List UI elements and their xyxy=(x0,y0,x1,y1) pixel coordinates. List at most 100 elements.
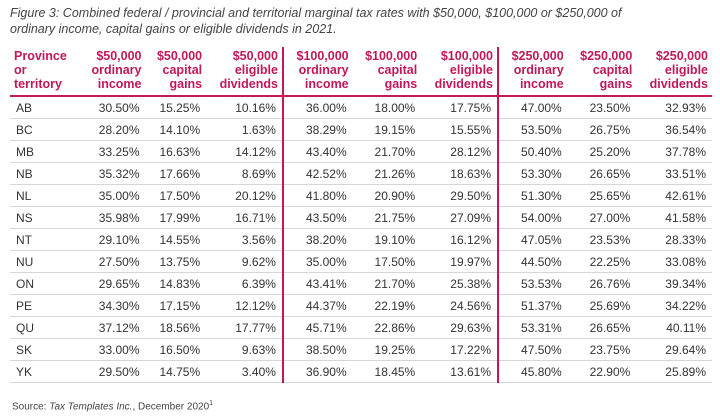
rate-cell: 38.50% xyxy=(281,338,353,361)
rate-cell: 15.25% xyxy=(145,96,207,119)
rate-cell: 16.71% xyxy=(206,206,283,229)
rate-cell: 19.25% xyxy=(352,338,422,361)
rate-cell: 53.30% xyxy=(497,162,568,185)
caption-line: Figure 3: Combined federal / provincial … xyxy=(10,6,622,20)
rate-cell: 45.80% xyxy=(497,360,568,383)
rate-cell: 47.50% xyxy=(497,338,568,361)
rate-cell: 35.00% xyxy=(79,184,146,207)
header-line: dividends xyxy=(649,77,708,91)
header-line: ordinary xyxy=(298,63,349,77)
rate-cell: 33.51% xyxy=(636,162,712,185)
rate-cell: 29.50% xyxy=(79,360,146,383)
rate-cell: 35.00% xyxy=(281,250,353,273)
column-header: $100,000 eligible dividends xyxy=(421,47,498,97)
rate-cell: 27.00% xyxy=(567,206,637,229)
table-row: NB 35.32% 17.66% 8.69% 42.52% 21.26% 18.63% 53.… xyxy=(10,162,712,185)
rate-cell: 3.40% xyxy=(206,360,283,383)
rate-cell: 26.65% xyxy=(567,316,637,339)
rate-cell: 8.69% xyxy=(206,162,283,185)
rate-cell: 44.50% xyxy=(497,250,568,273)
province-cell: BC xyxy=(10,118,80,141)
header-line: capital xyxy=(377,63,418,77)
rate-cell: 25.38% xyxy=(421,272,498,295)
rate-cell: 36.00% xyxy=(281,96,353,119)
header-row: Province or territory $50,000 ordinary income… xyxy=(10,47,712,97)
rate-cell: 53.31% xyxy=(497,316,568,339)
rate-cell: 17.77% xyxy=(206,316,283,339)
rate-cell: 10.16% xyxy=(206,96,283,119)
rate-cell: 47.05% xyxy=(497,228,568,251)
header-line: gains xyxy=(384,77,418,91)
header-line: dividends xyxy=(219,77,278,91)
header-line: income xyxy=(97,77,142,91)
rate-cell: 29.50% xyxy=(421,184,498,207)
rate-cell: 13.75% xyxy=(145,250,207,273)
column-header: $100,000 capital gains xyxy=(352,47,422,97)
rate-cell: 16.12% xyxy=(421,228,498,251)
rate-cell: 38.20% xyxy=(281,228,353,251)
table-row: NL 35.00% 17.50% 20.12% 41.80% 20.90% 29.50% 51… xyxy=(10,184,712,207)
rate-cell: 28.20% xyxy=(79,118,146,141)
table-row: AB 30.50% 15.25% 10.16% 36.00% 18.00% 17.75% 47… xyxy=(10,96,712,119)
province-cell: NS xyxy=(10,206,80,229)
rate-cell: 37.12% xyxy=(79,316,146,339)
rate-cell: 35.98% xyxy=(79,206,146,229)
rate-cell: 1.63% xyxy=(206,118,283,141)
rate-cell: 19.15% xyxy=(352,118,422,141)
rate-cell: 38.29% xyxy=(281,118,353,141)
table-row: BC 28.20% 14.10% 1.63% 38.29% 19.15% 15.55% 53.… xyxy=(10,118,712,141)
column-header: $100,000 ordinary income xyxy=(281,47,353,97)
rate-cell: 27.09% xyxy=(421,206,498,229)
header-line: Province xyxy=(14,49,67,63)
column-header: $250,000 eligible dividends xyxy=(636,47,712,97)
column-header: $50,000 capital gains xyxy=(145,47,207,97)
rate-cell: 22.19% xyxy=(352,294,422,317)
header-line: $250,000 xyxy=(580,49,633,63)
rate-cell: 43.40% xyxy=(281,140,353,163)
rate-cell: 21.70% xyxy=(352,140,422,163)
table-row: NT 29.10% 14.55% 3.56% 38.20% 19.10% 16.12% 47.… xyxy=(10,228,712,251)
rate-cell: 30.50% xyxy=(79,96,146,119)
table-row: PE 34.30% 17.15% 12.12% 44.37% 22.19% 24.56% 51… xyxy=(10,294,712,317)
rate-cell: 29.63% xyxy=(421,316,498,339)
rate-cell: 32.93% xyxy=(636,96,712,119)
rate-cell: 45.71% xyxy=(281,316,353,339)
header-line: eligible xyxy=(449,63,493,77)
caption: Figure 3: Combined federal / provincial … xyxy=(10,5,715,37)
province-cell: YK xyxy=(10,360,80,383)
rate-cell: 24.56% xyxy=(421,294,498,317)
rate-cell: 17.50% xyxy=(145,184,207,207)
rate-cell: 33.08% xyxy=(636,250,712,273)
rate-cell: 22.90% xyxy=(567,360,637,383)
rate-cell: 33.00% xyxy=(79,338,146,361)
rate-cell: 17.50% xyxy=(352,250,422,273)
rate-cell: 26.65% xyxy=(567,162,637,185)
rate-cell: 28.33% xyxy=(636,228,712,251)
table-row: NS 35.98% 17.99% 16.71% 43.50% 21.75% 27.09% 54… xyxy=(10,206,712,229)
rate-cell: 17.15% xyxy=(145,294,207,317)
rate-cell: 21.70% xyxy=(352,272,422,295)
rate-cell: 50.40% xyxy=(497,140,568,163)
rate-cell: 23.50% xyxy=(567,96,637,119)
rate-cell: 51.30% xyxy=(497,184,568,207)
rate-cell: 22.86% xyxy=(352,316,422,339)
table-row: YK 29.50% 14.75% 3.40% 36.90% 18.45% 13.61% 45.… xyxy=(10,360,712,383)
table-row: MB 33.25% 16.63% 14.12% 43.40% 21.70% 28.12% 50… xyxy=(10,140,712,163)
province-cell: NU xyxy=(10,250,80,273)
rate-cell: 28.12% xyxy=(421,140,498,163)
column-header: $50,000 ordinary income xyxy=(79,47,146,97)
header-line: $100,000 xyxy=(296,49,349,63)
rate-cell: 19.10% xyxy=(352,228,422,251)
column-header: $250,000 capital gains xyxy=(567,47,637,97)
rate-cell: 36.54% xyxy=(636,118,712,141)
header-line: $100,000 xyxy=(365,49,418,63)
rate-cell: 39.34% xyxy=(636,272,712,295)
table-row: SK 33.00% 16.50% 9.63% 38.50% 19.25% 17.22% 47.… xyxy=(10,338,712,361)
rate-cell: 41.58% xyxy=(636,206,712,229)
rate-cell: 44.37% xyxy=(281,294,353,317)
rate-cell: 20.12% xyxy=(206,184,283,207)
rate-cell: 42.61% xyxy=(636,184,712,207)
source-date: , December 2020 xyxy=(132,401,210,413)
rate-cell: 18.00% xyxy=(352,96,422,119)
rate-cell: 25.89% xyxy=(636,360,712,383)
